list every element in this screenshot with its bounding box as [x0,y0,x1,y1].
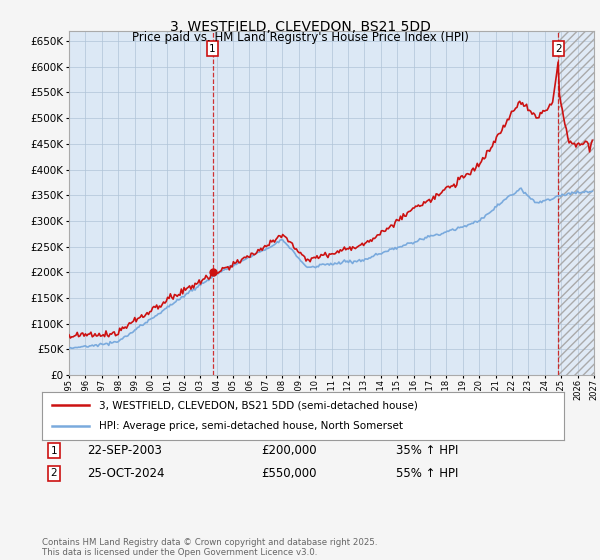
Text: 2: 2 [555,44,562,54]
Text: £200,000: £200,000 [261,444,317,458]
Bar [559,31,594,375]
Text: 22-SEP-2003: 22-SEP-2003 [87,444,162,458]
Bar [559,31,594,375]
Text: 55% ↑ HPI: 55% ↑ HPI [396,466,458,480]
Text: 2: 2 [50,468,58,478]
Text: 1: 1 [209,44,216,54]
Text: HPI: Average price, semi-detached house, North Somerset: HPI: Average price, semi-detached house,… [100,421,403,431]
Text: £550,000: £550,000 [261,466,317,480]
Text: 35% ↑ HPI: 35% ↑ HPI [396,444,458,458]
Text: 1: 1 [50,446,58,456]
Text: 25-OCT-2024: 25-OCT-2024 [87,466,164,480]
Text: Contains HM Land Registry data © Crown copyright and database right 2025.
This d: Contains HM Land Registry data © Crown c… [42,538,377,557]
Text: Price paid vs. HM Land Registry's House Price Index (HPI): Price paid vs. HM Land Registry's House … [131,31,469,44]
Text: 3, WESTFIELD, CLEVEDON, BS21 5DD (semi-detached house): 3, WESTFIELD, CLEVEDON, BS21 5DD (semi-d… [100,400,418,410]
Text: 3, WESTFIELD, CLEVEDON, BS21 5DD: 3, WESTFIELD, CLEVEDON, BS21 5DD [170,20,430,34]
